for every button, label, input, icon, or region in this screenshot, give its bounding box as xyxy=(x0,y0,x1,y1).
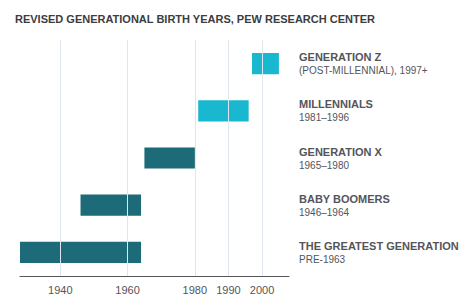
svg-text:1990: 1990 xyxy=(216,284,240,296)
svg-text:BABY BOOMERS: BABY BOOMERS xyxy=(299,193,390,205)
svg-text:1980: 1980 xyxy=(183,284,207,296)
svg-text:(POST-MILLENNIAL), 1997+: (POST-MILLENNIAL), 1997+ xyxy=(299,65,428,76)
svg-text:1965–1980: 1965–1980 xyxy=(299,160,349,171)
svg-text:REVISED GENERATIONAL BIRTH YEA: REVISED GENERATIONAL BIRTH YEARS, PEW RE… xyxy=(15,13,375,25)
svg-text:1946–1964: 1946–1964 xyxy=(299,207,349,218)
svg-text:MILLENNIALS: MILLENNIALS xyxy=(299,98,373,110)
svg-text:PRE-1963: PRE-1963 xyxy=(299,254,346,265)
svg-text:1981–1996: 1981–1996 xyxy=(299,112,349,123)
svg-text:1960: 1960 xyxy=(115,284,139,296)
svg-text:GENERATION Z: GENERATION Z xyxy=(299,51,382,63)
svg-text:1940: 1940 xyxy=(48,284,72,296)
svg-text:THE GREATEST GENERATION: THE GREATEST GENERATION xyxy=(299,240,459,252)
svg-text:GENERATION X: GENERATION X xyxy=(299,146,383,158)
svg-text:2000: 2000 xyxy=(250,284,274,296)
